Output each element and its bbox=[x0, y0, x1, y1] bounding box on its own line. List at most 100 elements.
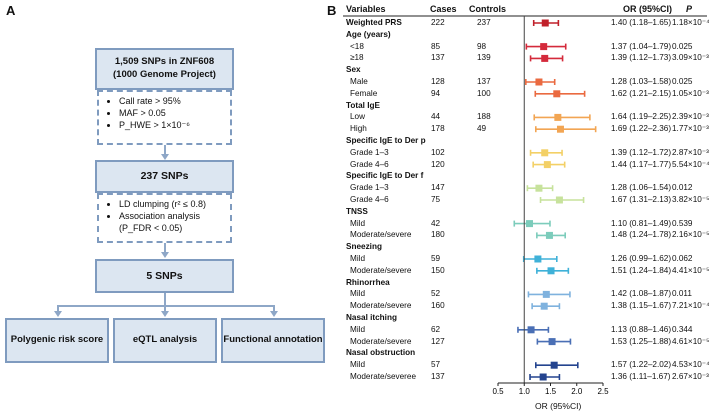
p-value: 4.53×10⁻⁴ bbox=[672, 360, 709, 370]
p-value: 0.025 bbox=[672, 77, 693, 86]
branch-left bbox=[57, 305, 59, 312]
row-label: Male bbox=[350, 77, 368, 86]
row-label: Grade 4–6 bbox=[350, 159, 389, 169]
row-label: Mild bbox=[350, 218, 366, 228]
or-point bbox=[526, 220, 533, 228]
header-cases: Cases bbox=[430, 4, 457, 14]
cases-value: 59 bbox=[431, 254, 441, 263]
arrow-head-icon bbox=[161, 154, 169, 160]
row-label: Mild bbox=[350, 289, 366, 299]
p-value: 2.16×10⁻⁵ bbox=[672, 230, 709, 240]
cases-value: 222 bbox=[431, 18, 445, 27]
p-value: 4.61×10⁻⁵ bbox=[672, 336, 709, 346]
p-value: 3.09×10⁻³ bbox=[672, 53, 709, 63]
x-tick-label: 2.0 bbox=[571, 387, 583, 396]
qc-filter-item: Call rate > 95% bbox=[119, 95, 224, 107]
branch-stem bbox=[164, 293, 166, 306]
row-label: Moderate/severe bbox=[350, 230, 412, 240]
or-text: 1.64 (1.19–2.25) bbox=[611, 112, 672, 122]
or-point bbox=[554, 113, 562, 121]
arrow-head-icon bbox=[161, 311, 169, 317]
cases-value: 52 bbox=[431, 289, 441, 299]
x-tick-label: 1.5 bbox=[545, 387, 557, 396]
or-text: 1.67 (1.31–2.13) bbox=[611, 195, 672, 204]
row-label: Grade 4–6 bbox=[350, 195, 389, 204]
or-text: 1.39 (1.12–1.73) bbox=[611, 53, 672, 63]
or-text: 1.40 (1.18–1.65) bbox=[611, 18, 672, 27]
section-label: Sex bbox=[346, 65, 361, 75]
annotation-output-box: Functional annotation bbox=[221, 318, 325, 363]
p-value: 0.344 bbox=[672, 324, 693, 334]
section-label: Nasal obstruction bbox=[346, 348, 416, 358]
section-label: Nasal itching bbox=[346, 313, 397, 322]
or-point bbox=[540, 43, 548, 51]
cases-value: 94 bbox=[431, 88, 441, 98]
header-variables: Variables bbox=[346, 4, 386, 14]
arrow-head-icon bbox=[270, 311, 278, 317]
cases-value: 62 bbox=[431, 324, 441, 334]
ld-filter-box: LD clumping (r² ≤ 0.8) Association analy… bbox=[97, 193, 232, 243]
p-value: 1.77×10⁻³ bbox=[672, 124, 709, 134]
row-label: High bbox=[350, 124, 367, 134]
or-text: 1.42 (1.08–1.87) bbox=[611, 289, 672, 299]
cases-value: 160 bbox=[431, 301, 445, 311]
cases-value: 150 bbox=[431, 265, 445, 275]
x-tick-label: 0.5 bbox=[492, 387, 504, 396]
or-point bbox=[542, 290, 550, 298]
p-value: 7.21×10⁻⁴ bbox=[672, 301, 709, 311]
p-value: 0.539 bbox=[672, 218, 693, 228]
or-point bbox=[556, 125, 564, 133]
cases-value: 57 bbox=[431, 360, 441, 370]
controls-value: 139 bbox=[477, 53, 491, 63]
snp-source-line2: (1000 Genome Project) bbox=[113, 69, 216, 80]
or-text: 1.44 (1.17–1.77) bbox=[611, 159, 672, 169]
row-label: Mild bbox=[350, 254, 366, 263]
or-text: 1.69 (1.22–2.36) bbox=[611, 124, 672, 134]
cases-value: 85 bbox=[431, 41, 441, 51]
or-text: 1.26 (0.99–1.62) bbox=[611, 254, 672, 263]
row-label: Grade 1–3 bbox=[350, 183, 389, 193]
qc-filter-item: P_HWE > 1×10⁻⁶ bbox=[119, 119, 224, 131]
cases-value: 44 bbox=[431, 112, 441, 122]
or-text: 1.28 (1.03–1.58) bbox=[611, 77, 672, 86]
section-label: Specific IgE to Der p bbox=[346, 136, 426, 145]
arrow-head-icon bbox=[161, 252, 169, 258]
cases-value: 75 bbox=[431, 195, 441, 204]
header-or: OR (95%CI) bbox=[623, 4, 673, 14]
cases-value: 180 bbox=[431, 230, 445, 240]
section-label: Sneezing bbox=[346, 242, 382, 252]
row-label: Moderate/severe bbox=[350, 265, 412, 275]
row-label: Moderate/severe bbox=[350, 336, 412, 346]
or-text: 1.62 (1.21–2.15) bbox=[611, 88, 672, 98]
row-label: Moderate/severee bbox=[350, 372, 416, 381]
arrow-head-icon bbox=[54, 311, 62, 317]
flow-arrow-2 bbox=[164, 243, 166, 253]
or-text: 1.57 (1.22–2.02) bbox=[611, 360, 672, 370]
or-point bbox=[548, 338, 556, 346]
p-value: 5.54×10⁻⁴ bbox=[672, 159, 709, 169]
or-text: 1.48 (1.24–1.78) bbox=[611, 230, 672, 240]
or-text: 1.10 (0.81–1.49) bbox=[611, 218, 672, 228]
controls-value: 100 bbox=[477, 88, 491, 98]
row-label: Moderate/severe bbox=[350, 301, 412, 311]
or-point bbox=[541, 149, 549, 157]
p-value: 0.025 bbox=[672, 41, 693, 51]
or-text: 1.28 (1.06–1.54) bbox=[611, 183, 672, 193]
section-label: Specific IgE to Der f bbox=[346, 171, 424, 181]
cases-value: 137 bbox=[431, 372, 445, 381]
x-tick-label: 2.5 bbox=[597, 387, 609, 396]
panel-b-label: B bbox=[327, 3, 337, 18]
or-text: 1.13 (0.88–1.46) bbox=[611, 324, 672, 334]
section-label: Total IgE bbox=[346, 100, 380, 110]
or-point bbox=[527, 326, 535, 334]
prs-output-box: Polygenic risk score bbox=[5, 318, 109, 363]
or-point bbox=[553, 90, 561, 98]
header-p: P bbox=[686, 4, 693, 14]
section-label: Rhinorrhea bbox=[346, 277, 390, 287]
p-value: 2.39×10⁻³ bbox=[672, 112, 709, 122]
or-text: 1.37 (1.04–1.79) bbox=[611, 41, 672, 51]
p-value: 3.82×10⁻⁵ bbox=[672, 195, 709, 204]
p-value: 1.05×10⁻³ bbox=[672, 88, 709, 98]
branch-mid bbox=[164, 305, 166, 312]
